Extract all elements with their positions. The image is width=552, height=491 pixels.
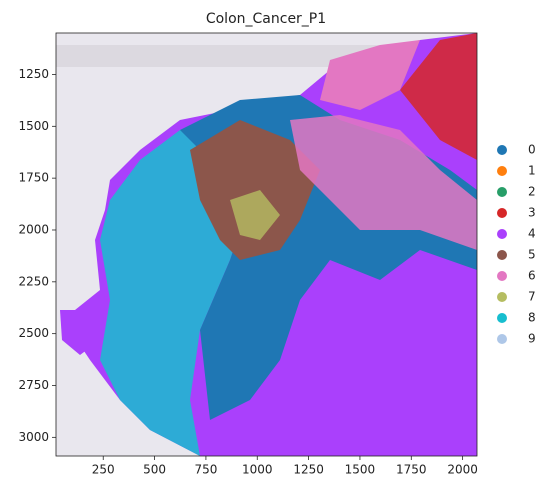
- legend-marker: [497, 229, 507, 239]
- chart-title: Colon_Cancer_P1: [206, 11, 326, 27]
- legend-marker: [497, 271, 507, 281]
- legend-label: 5: [528, 248, 536, 262]
- legend-label: 6: [528, 269, 536, 283]
- legend-marker: [497, 250, 507, 260]
- y-tick-label: 2500: [18, 326, 49, 340]
- legend-label: 4: [528, 227, 536, 241]
- x-tick-label: 1750: [396, 463, 427, 477]
- legend-marker: [497, 313, 507, 323]
- x-tick-label: 2000: [447, 463, 478, 477]
- y-tick-label: 2250: [18, 274, 49, 288]
- x-tick-label: 1250: [293, 463, 324, 477]
- legend-label: 9: [528, 332, 536, 346]
- legend-label: 3: [528, 206, 536, 220]
- legend-label: 7: [528, 290, 536, 304]
- x-tick-label: 1000: [242, 463, 273, 477]
- y-tick-label: 3000: [18, 430, 49, 444]
- legend-label: 0: [528, 143, 536, 157]
- legend-marker: [497, 187, 507, 197]
- legend-marker: [497, 292, 507, 302]
- tissue-image: [56, 33, 477, 456]
- legend-label: 2: [528, 185, 536, 199]
- x-tick-label: 250: [92, 463, 115, 477]
- legend-marker: [497, 145, 507, 155]
- legend-label: 8: [528, 311, 536, 325]
- x-tick-label: 1500: [345, 463, 376, 477]
- legend-label: 1: [528, 164, 536, 178]
- y-tick-label: 2750: [18, 378, 49, 392]
- legend-marker: [497, 166, 507, 176]
- legend-marker: [497, 334, 507, 344]
- legend-marker: [497, 208, 507, 218]
- y-tick-label: 1250: [18, 67, 49, 81]
- y-tick-label: 2000: [18, 222, 49, 236]
- x-tick-label: 750: [194, 463, 217, 477]
- y-tick-label: 1500: [18, 119, 49, 133]
- x-tick-label: 500: [143, 463, 166, 477]
- plot-frame: [55, 32, 478, 457]
- y-tick-label: 1750: [18, 171, 49, 185]
